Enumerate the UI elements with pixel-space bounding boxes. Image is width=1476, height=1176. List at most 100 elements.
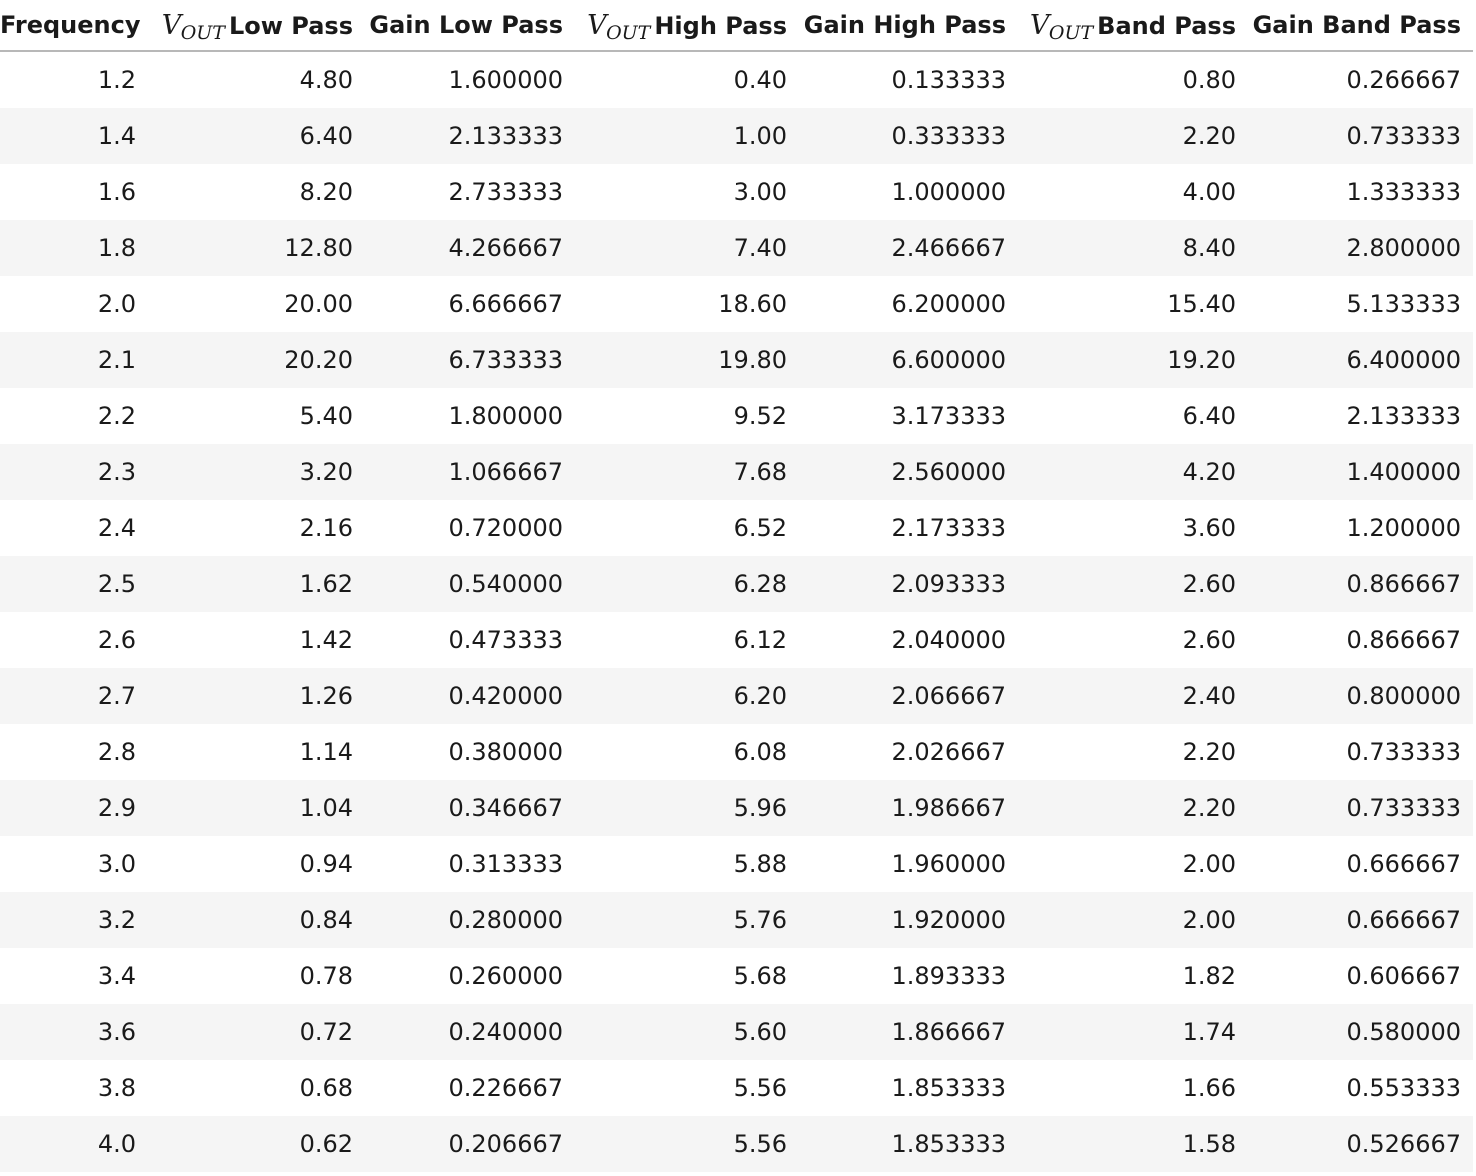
cell-vout-band-pass: 2.40	[1018, 668, 1248, 724]
cell-gain-low-pass: 2.733333	[448, 178, 563, 206]
cell-gain-band-pass: 0.733333	[1248, 780, 1473, 836]
cell-frequency: 4.0	[0, 1116, 148, 1172]
cell-gain-low-pass: 0.313333	[448, 850, 563, 878]
cell-frequency: 2.5	[0, 556, 148, 612]
cell-gain-high-pass: 1.853333	[799, 1116, 1018, 1172]
cell-gain-low-pass: 0.240000	[365, 1004, 575, 1060]
column-header-label: Gain High Pass	[803, 11, 1006, 39]
cell-gain-low-pass: 0.260000	[448, 962, 563, 990]
cell-frequency: 1.2	[97, 66, 136, 94]
cell-gain-low-pass: 0.206667	[365, 1116, 575, 1172]
cell-vout-low-pass: 12.80	[148, 220, 365, 276]
cell-gain-high-pass: 1.853333	[891, 1074, 1006, 1102]
cell-gain-high-pass: 1.960000	[891, 850, 1006, 878]
variable-symbol: V	[587, 9, 607, 41]
cell-frequency: 2.9	[0, 780, 148, 836]
cell-vout-high-pass: 6.08	[733, 738, 787, 766]
cell-vout-band-pass: 8.40	[1018, 220, 1248, 276]
cell-gain-band-pass: 2.133333	[1346, 402, 1461, 430]
table-row: 2.0 20.00 6.666667 18.60 6.200000 15.40 5.1333…	[0, 276, 1473, 332]
cell-gain-high-pass: 1.000000	[891, 178, 1006, 206]
cell-vout-high-pass: 6.52	[733, 514, 787, 542]
cell-gain-band-pass: 1.400000	[1248, 444, 1473, 500]
table-row: 3.0 0.94 0.313333 5.88 1.960000 2.00 0.666667	[0, 836, 1473, 892]
variable-symbol: V	[161, 9, 182, 41]
cell-gain-band-pass: 1.333333	[1346, 178, 1461, 206]
cell-vout-band-pass: 15.40	[1167, 290, 1236, 318]
cell-gain-high-pass: 2.093333	[799, 556, 1018, 612]
cell-gain-high-pass: 3.173333	[891, 402, 1006, 430]
variable-symbol: V	[1029, 9, 1050, 41]
cell-vout-low-pass: 20.00	[284, 290, 353, 318]
table-header: Frequency VOUT Low Pass Gain Low Pass VOU…	[0, 0, 1473, 52]
cell-vout-low-pass: 1.04	[148, 780, 365, 836]
cell-gain-low-pass: 0.540000	[365, 556, 575, 612]
table-row: 1.2 4.80 1.600000 0.40 0.133333 0.80 0.266667	[0, 51, 1473, 108]
table-row: 2.2 5.40 1.800000 9.52 3.173333 6.40 2.133333	[0, 388, 1473, 444]
table-row: 2.5 1.62 0.540000 6.28 2.093333 2.60 0.866667	[0, 556, 1473, 612]
cell-frequency: 2.4	[97, 514, 136, 542]
column-header-vout-high-pass: VOUT High Pass	[575, 0, 799, 52]
column-header-gain-low-pass: Gain Low Pass	[365, 0, 575, 52]
cell-gain-low-pass: 0.473333	[448, 626, 563, 654]
cell-vout-low-pass: 20.20	[148, 332, 365, 388]
cell-gain-band-pass: 0.606667	[1346, 962, 1461, 990]
cell-vout-low-pass: 1.62	[148, 556, 365, 612]
cell-gain-band-pass: 0.266667	[1346, 66, 1461, 94]
cell-gain-high-pass: 2.066667	[799, 668, 1018, 724]
cell-vout-band-pass: 2.60	[1182, 626, 1236, 654]
cell-gain-high-pass: 1.920000	[799, 892, 1018, 948]
cell-vout-low-pass: 3.20	[148, 444, 365, 500]
cell-gain-high-pass: 1.893333	[891, 962, 1006, 990]
table-row: 3.4 0.78 0.260000 5.68 1.893333 1.82 0.606667	[0, 948, 1473, 1004]
cell-vout-high-pass: 7.40	[575, 220, 799, 276]
cell-frequency: 1.6	[97, 178, 136, 206]
table-row: 2.8 1.14 0.380000 6.08 2.026667 2.20 0.733333	[0, 724, 1473, 780]
variable-subscript: OUT	[180, 21, 225, 44]
cell-gain-high-pass: 1.986667	[799, 780, 1018, 836]
cell-vout-low-pass: 0.68	[299, 1074, 353, 1102]
cell-gain-band-pass: 0.666667	[1248, 892, 1473, 948]
cell-gain-high-pass: 2.560000	[799, 444, 1018, 500]
cell-frequency: 2.7	[0, 668, 148, 724]
cell-gain-low-pass: 0.420000	[365, 668, 575, 724]
cell-gain-high-pass: 2.173333	[891, 514, 1006, 542]
column-header-label: High Pass	[654, 11, 787, 40]
cell-vout-high-pass: 5.88	[733, 850, 787, 878]
cell-gain-high-pass: 0.133333	[891, 66, 1006, 94]
table-row: 2.7 1.26 0.420000 6.20 2.066667 2.40 0.800000	[0, 668, 1473, 724]
cell-frequency: 3.6	[0, 1004, 148, 1060]
cell-vout-low-pass: 0.62	[148, 1116, 365, 1172]
cell-gain-high-pass: 6.600000	[799, 332, 1018, 388]
table-row: 2.9 1.04 0.346667 5.96 1.986667 2.20 0.733333	[0, 780, 1473, 836]
cell-gain-low-pass: 6.666667	[448, 290, 563, 318]
cell-gain-high-pass: 2.026667	[891, 738, 1006, 766]
cell-vout-high-pass: 3.00	[733, 178, 787, 206]
cell-gain-band-pass: 0.526667	[1248, 1116, 1473, 1172]
cell-vout-low-pass: 6.40	[148, 108, 365, 164]
column-header-label: Band Pass	[1097, 11, 1236, 40]
cell-gain-high-pass: 2.040000	[891, 626, 1006, 654]
cell-vout-low-pass: 0.84	[148, 892, 365, 948]
cell-frequency: 2.0	[97, 290, 136, 318]
cell-vout-high-pass: 5.76	[575, 892, 799, 948]
cell-gain-band-pass: 0.733333	[1346, 738, 1461, 766]
cell-frequency: 3.2	[0, 892, 148, 948]
column-header-label: Gain Band Pass	[1252, 11, 1461, 39]
cell-frequency: 2.6	[97, 626, 136, 654]
cell-gain-low-pass: 0.720000	[448, 514, 563, 542]
cell-gain-band-pass: 1.200000	[1346, 514, 1461, 542]
cell-vout-high-pass: 0.40	[733, 66, 787, 94]
column-header-label: Frequency	[0, 11, 141, 39]
cell-frequency: 1.8	[0, 220, 148, 276]
cell-frequency: 2.8	[97, 738, 136, 766]
cell-gain-high-pass: 6.200000	[891, 290, 1006, 318]
cell-vout-band-pass: 2.60	[1018, 556, 1248, 612]
cell-vout-band-pass: 1.66	[1182, 1074, 1236, 1102]
cell-gain-band-pass: 0.866667	[1248, 556, 1473, 612]
column-header-label: Low Pass	[228, 11, 353, 40]
cell-gain-high-pass: 1.866667	[799, 1004, 1018, 1060]
cell-vout-band-pass: 4.00	[1182, 178, 1236, 206]
variable-subscript: OUT	[1048, 21, 1094, 44]
cell-vout-high-pass: 5.56	[733, 1074, 787, 1102]
